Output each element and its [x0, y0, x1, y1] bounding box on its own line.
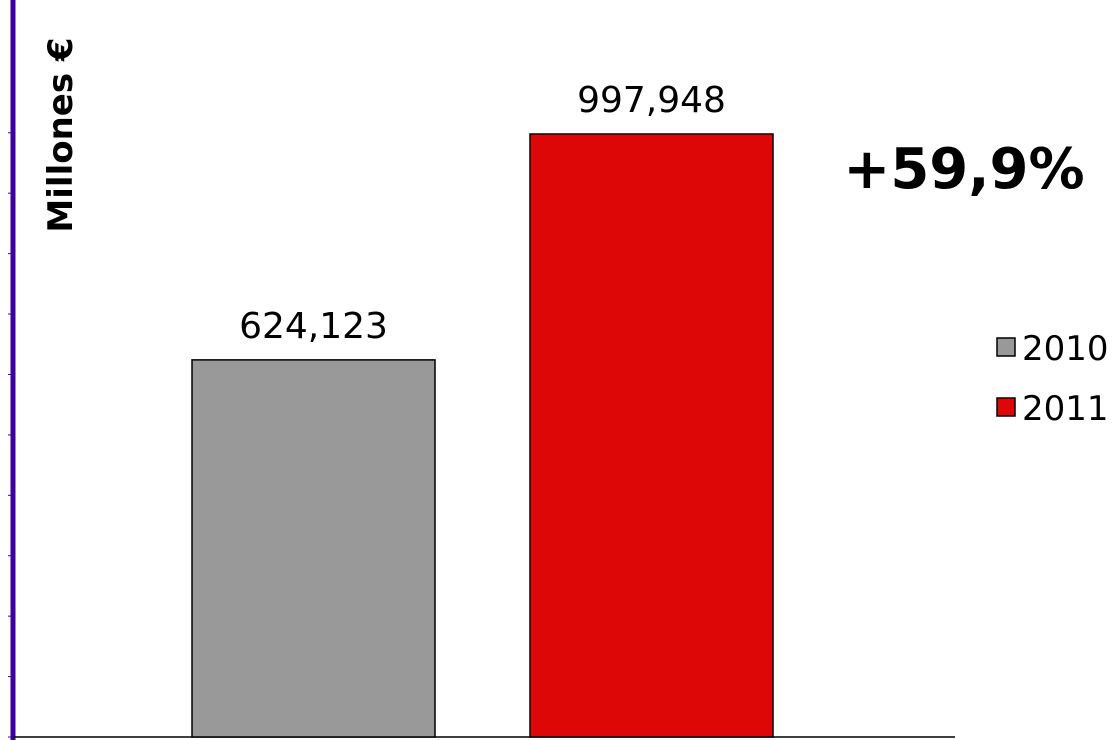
- y-axis-label: Millones €: [41, 37, 81, 232]
- bar-value-label-2010: 624,123: [239, 306, 388, 347]
- legend-swatch-2011: [996, 397, 1016, 417]
- legend: 2010 2011: [996, 329, 1109, 429]
- legend-label-2011: 2011: [1022, 389, 1109, 429]
- bar-2010: [191, 359, 436, 738]
- legend-label-2010: 2010: [1022, 329, 1109, 369]
- legend-swatch-2010: [996, 337, 1016, 357]
- bars-group: [191, 133, 774, 738]
- bar-2011: [529, 133, 774, 738]
- y-axis-ticks: [8, 132, 13, 738]
- growth-annotation: +59,9%: [843, 137, 1084, 202]
- bar-value-label-2011: 997,948: [577, 80, 726, 121]
